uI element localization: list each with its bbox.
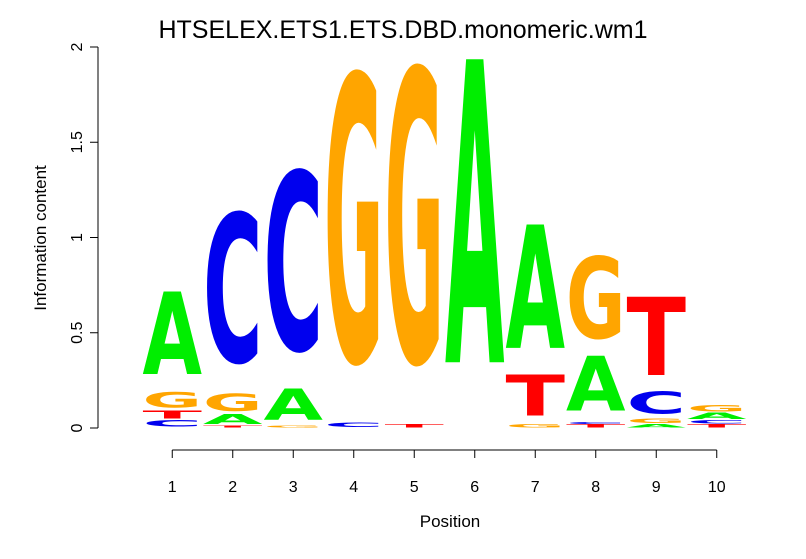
x-tick-label: 3 — [289, 479, 298, 496]
chart-title: HTSELEX.ETS1.ETS.DBD.monomeric.wm1 — [158, 16, 647, 44]
logo-letter-t: T — [203, 426, 263, 429]
x-tick-label: 7 — [531, 479, 540, 496]
logo-letter-g: G — [627, 417, 686, 424]
logo-letter-c: C — [687, 420, 746, 425]
x-tick-label: 9 — [652, 479, 661, 496]
logo-letter-c: C — [203, 172, 262, 410]
x-tick-label: 8 — [591, 479, 600, 496]
x-axis: 1 2 3 4 5 6 7 8 9 10 — [168, 449, 726, 496]
y-tick-label: 1 — [69, 233, 86, 242]
logo-letter-a: A — [566, 341, 626, 428]
logo-letter-g: G — [143, 387, 203, 412]
logo-letter-g: G — [506, 423, 565, 428]
x-tick-label: 10 — [708, 479, 726, 496]
x-tick-label: 1 — [168, 479, 177, 496]
logo-letter-c: C — [264, 123, 324, 408]
y-tick-label: 0.5 — [69, 322, 86, 344]
logo-letter-t: T — [687, 423, 747, 428]
logo-letter-a: A — [264, 379, 323, 429]
x-tick-label: 6 — [470, 479, 479, 496]
logo-letter-a: A — [687, 411, 747, 421]
x-tick-label: 4 — [349, 479, 358, 496]
logo-letter-g: G — [324, 0, 383, 453]
logo-letter-t: T — [566, 423, 626, 428]
logo-letter-a: A — [203, 412, 263, 427]
logo-letter-a: A — [445, 0, 505, 461]
logo-letter-a: A — [143, 268, 202, 400]
y-tick-label: 0 — [69, 423, 86, 432]
y-axis: 0 0.5 1 1.5 2 — [69, 42, 99, 432]
logo-letter-g: G — [687, 404, 746, 414]
y-tick-label: 1.5 — [69, 131, 86, 153]
x-tick-label: 2 — [228, 479, 237, 496]
logo-letter-g: G — [203, 389, 262, 417]
logo-letter-t: T — [143, 409, 203, 422]
logo-letter-t: T — [506, 364, 566, 429]
logo-letter-c: C — [627, 386, 686, 421]
logo-letter-c: C — [143, 419, 202, 429]
logo-letter-c: C — [566, 422, 625, 425]
x-axis-label: Position — [420, 512, 480, 531]
logo-letter-a: A — [506, 191, 566, 388]
y-axis-label: Information content — [31, 165, 50, 311]
logo-letter-g: G — [566, 236, 625, 365]
logo-letter-t: T — [627, 276, 687, 401]
logo-letter-t: T — [385, 423, 445, 428]
logo-letter-g: G — [385, 0, 444, 455]
logo-letter-g: G — [264, 426, 324, 429]
logo-letter-a: A — [627, 423, 686, 428]
y-tick-label: 2 — [69, 42, 86, 51]
logo-letter-c: C — [324, 421, 383, 428]
x-tick-label: 5 — [410, 479, 419, 496]
